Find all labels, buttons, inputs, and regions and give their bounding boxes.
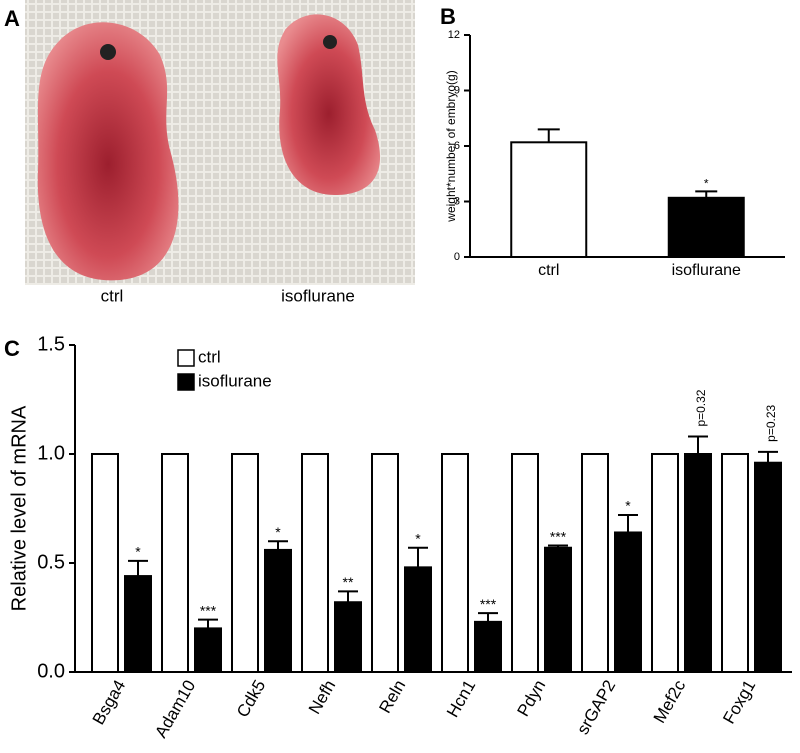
x-tick-label: Bsga4 — [89, 677, 130, 728]
significance: * — [415, 530, 421, 546]
x-tick-label: Cdk5 — [233, 677, 269, 721]
bar — [441, 453, 469, 673]
embryo-eye — [323, 35, 337, 49]
bar — [667, 196, 745, 259]
bar — [194, 627, 222, 674]
photo-caption: isoflurane — [281, 286, 355, 305]
y-tick-label: 6 — [454, 140, 460, 152]
y-tick-label: 0.0 — [37, 660, 65, 682]
bar — [231, 453, 259, 673]
x-tick-label: ctrl — [538, 262, 559, 279]
y-tick-label: 12 — [448, 29, 460, 41]
panel-label: C — [4, 336, 20, 361]
bar — [474, 620, 502, 673]
photo-caption: ctrl — [101, 286, 124, 305]
bar — [684, 453, 712, 673]
y-tick-label: 1.5 — [37, 333, 65, 355]
y-tick-label: 0.5 — [37, 551, 65, 573]
bar — [334, 601, 362, 673]
bar — [161, 453, 189, 673]
bar — [91, 453, 119, 673]
significance: *** — [550, 528, 567, 544]
significance: * — [704, 176, 709, 190]
panel-label: A — [4, 6, 20, 31]
embryo-eye — [100, 44, 116, 60]
y-tick-label: 0 — [454, 251, 460, 263]
x-tick-label: Foxg1 — [719, 677, 759, 727]
bar — [124, 575, 152, 674]
legend-swatch — [177, 349, 195, 367]
significance: p=0.32 — [694, 389, 708, 426]
significance: ** — [343, 574, 354, 590]
bar — [404, 566, 432, 673]
legend-swatch — [177, 373, 195, 391]
bar — [371, 453, 399, 673]
y-axis-label: weight*number of embryo(g) — [444, 70, 458, 222]
significance: * — [135, 544, 141, 560]
embryo — [277, 14, 381, 195]
bar — [511, 453, 539, 673]
bar — [264, 548, 292, 673]
legend-label: ctrl — [198, 347, 221, 366]
bar — [301, 453, 329, 673]
bar — [544, 546, 572, 673]
photo — [25, 0, 415, 285]
panel-label: B — [440, 4, 456, 29]
bar — [754, 461, 782, 673]
x-tick-label: Pdyn — [514, 677, 550, 720]
bar — [614, 531, 642, 673]
y-axis-label: Relative level of mRNA — [8, 405, 30, 611]
y-tick-label: 3 — [454, 195, 460, 207]
y-tick-label: 1.0 — [37, 442, 65, 464]
significance: * — [625, 498, 631, 514]
x-tick-label: Adam10 — [151, 677, 199, 741]
significance: *** — [480, 596, 497, 612]
bar — [581, 453, 609, 673]
bar — [721, 453, 749, 673]
x-tick-label: isoflurane — [672, 262, 741, 279]
x-tick-label: srGAP2 — [573, 677, 619, 738]
y-tick-label: 9 — [454, 84, 460, 96]
significance: p=0.23 — [764, 404, 778, 441]
x-tick-label: Hcn1 — [443, 677, 479, 721]
x-tick-label: Nefh — [305, 677, 339, 718]
significance: * — [275, 524, 281, 540]
x-tick-label: Mef2c — [650, 676, 690, 726]
x-tick-label: Reln — [375, 677, 409, 717]
significance: *** — [200, 602, 217, 618]
bar — [510, 141, 588, 258]
legend-label: isoflurane — [198, 371, 272, 390]
embryo — [37, 22, 179, 281]
bar — [651, 453, 679, 673]
